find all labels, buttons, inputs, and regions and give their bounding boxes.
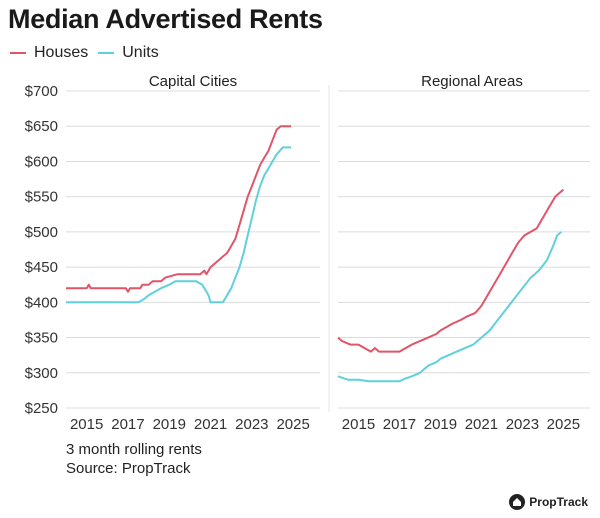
brand-name: PropTrack [529, 495, 588, 509]
x-tick-label: 2021 [194, 416, 227, 433]
series-line-houses [66, 125, 292, 293]
y-tick-label: $300 [25, 365, 58, 382]
series-line-units [66, 146, 292, 304]
x-tick-label: 2023 [506, 416, 539, 433]
footnote-line-1: 3 month rolling rents [66, 441, 202, 458]
y-tick-label: $500 [25, 224, 58, 241]
x-tick-label: 2023 [235, 416, 268, 433]
x-tick-label: 2015 [342, 416, 375, 433]
house-logo-icon [509, 494, 526, 510]
x-tick-label: 2019 [424, 416, 457, 433]
y-tick-label: $250 [25, 400, 58, 417]
y-tick-label: $450 [25, 259, 58, 276]
y-tick-label: $350 [25, 330, 58, 347]
legend-label-units: Units [122, 44, 159, 61]
y-tick-label: $650 [25, 118, 58, 135]
x-tick-label: 2015 [70, 416, 103, 433]
legend-item-units: Units [98, 44, 159, 62]
legend-item-houses: Houses [10, 44, 88, 62]
x-tick-label: 2021 [465, 416, 498, 433]
x-tick-label: 2017 [383, 416, 416, 433]
y-tick-label: $700 [25, 83, 58, 100]
x-tick-label: 2019 [153, 416, 186, 433]
y-tick-label: $550 [25, 189, 58, 206]
brand-logo: PropTrack [509, 494, 588, 510]
series-line-units [337, 231, 562, 383]
x-tick-label: 2025 [547, 416, 580, 433]
legend-label-houses: Houses [34, 44, 89, 61]
units-swatch [98, 52, 115, 54]
houses-swatch [10, 52, 26, 54]
series-line-houses [337, 188, 565, 353]
footnote-line-2: Source: PropTrack [66, 460, 191, 477]
panel-title: Regional Areas [421, 73, 523, 90]
panel-title: Capital Cities [149, 73, 237, 90]
x-tick-label: 2017 [111, 416, 144, 433]
chart-title: Median Advertised Rents [8, 4, 323, 34]
y-tick-label: $600 [25, 153, 58, 170]
footnote: 3 month rolling rents Source: PropTrack [66, 440, 202, 478]
legend: Houses Units [10, 44, 159, 62]
y-tick-label: $400 [25, 294, 58, 311]
x-tick-label: 2025 [276, 416, 309, 433]
